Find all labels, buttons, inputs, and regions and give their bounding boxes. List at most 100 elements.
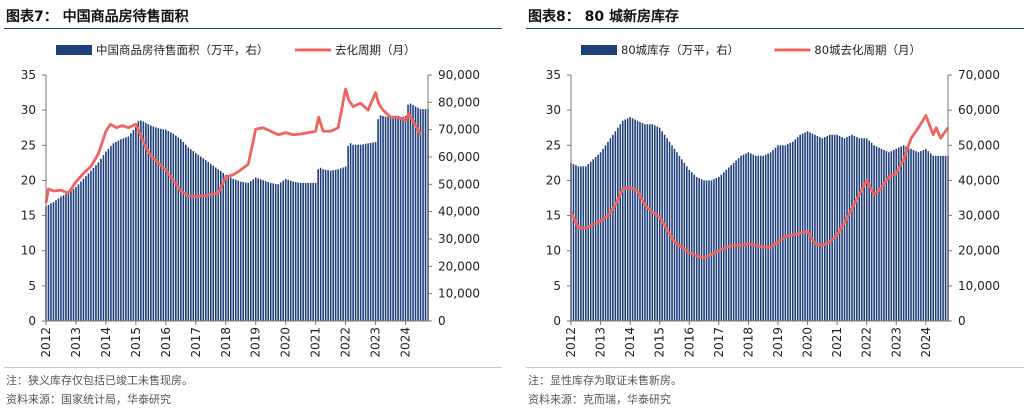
bar [614,131,617,321]
bar [589,161,592,321]
title-rule [526,28,1024,29]
bar [150,125,152,321]
bar [816,135,819,321]
legend-swatch-bar [581,45,617,55]
bar [314,182,317,321]
bar [404,116,407,321]
bar [641,123,644,321]
x-tick-label: 2017 [189,327,203,358]
bar [302,182,304,321]
bar [70,190,72,321]
bar [676,152,678,321]
bar [237,180,240,321]
bar [327,170,329,321]
bar [282,180,284,321]
bar [414,106,417,322]
bar [858,138,861,321]
bar [624,119,626,321]
left-tick-label: 0 [553,314,561,328]
bar [752,154,755,321]
chart-panel-left: 图表7： 中国商品房待售面积 中国商品房待售面积（万平，右） 去化周期（月） 0 5 1… [4,0,504,412]
bar [274,183,277,321]
bar [705,180,708,321]
bar [342,167,344,321]
bar [234,179,237,321]
bar [779,145,782,321]
left-tick-label: 25 [21,138,36,152]
bar [85,176,87,321]
bar [299,182,302,321]
bar [915,151,917,321]
right-tick-label: 10,000 [438,287,480,301]
bar [722,172,725,321]
bar [865,138,868,321]
x-tick-label: 2024 [919,327,933,358]
bar [592,159,594,321]
bar [304,182,307,321]
x-tick-label: 2019 [771,327,785,358]
bar [870,142,873,321]
bar [412,105,414,321]
bar [688,169,691,321]
bar [367,143,369,321]
bar [244,182,247,321]
bar [609,138,612,321]
bar [686,166,688,321]
bar [804,132,806,321]
bar [182,141,185,321]
bar [122,138,125,321]
bar [359,144,362,321]
bar [883,149,885,321]
bar [920,151,922,321]
bar [120,139,122,321]
right-tick-label: 50,000 [958,138,1000,152]
bar [626,118,629,321]
bar [192,151,195,321]
bar [62,195,65,321]
bar [720,174,723,321]
bar [379,115,382,322]
bar [821,138,824,321]
bar [389,117,392,322]
bar [742,154,745,321]
left-tick-label: 0 [28,314,36,328]
bar [369,142,372,321]
bar [757,155,760,321]
bar [661,131,663,321]
bar [142,121,145,321]
figure-title: 图表7： 中国商品房待售面积 [6,9,189,25]
bar [170,132,172,321]
bar [582,166,585,321]
bar [284,178,287,321]
right-tick-label: 50,000 [438,177,480,191]
bar [784,145,787,321]
bar [277,184,279,321]
bar [72,188,75,321]
bar [232,178,235,321]
line-series [569,114,950,260]
bar [651,124,654,321]
bar [217,169,220,321]
bar [713,179,715,321]
bar [67,192,70,321]
bar [377,119,379,321]
bar [97,162,100,321]
bar [110,146,112,321]
x-tick-label: 2016 [682,327,696,358]
bar [312,182,314,321]
bar [762,155,764,321]
bar [269,182,272,321]
bar [204,160,207,321]
bar [55,200,57,321]
bar [344,166,347,321]
bar [710,180,713,321]
bar [631,118,634,321]
x-tick-label: 2022 [860,327,874,358]
bar [219,171,222,321]
bar [75,187,77,321]
bar [77,184,80,321]
bar [212,165,215,321]
chart-note: 注：显性库存为取证未售新房。 [528,374,682,387]
bar [294,182,297,321]
bar [279,182,282,321]
